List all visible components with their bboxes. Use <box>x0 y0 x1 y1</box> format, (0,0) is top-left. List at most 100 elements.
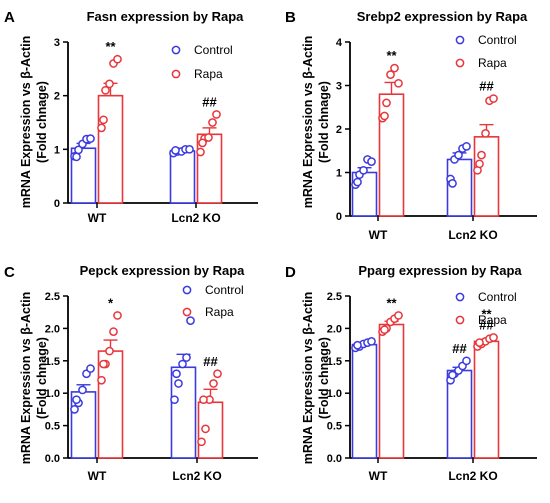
data-point <box>109 327 118 336</box>
y-tick-label: 2.5 <box>45 291 60 303</box>
y-tick-label: 3 <box>336 81 342 93</box>
panel-letter: C <box>4 264 15 281</box>
legend: Control Rapa <box>182 283 244 319</box>
x-category-label: Lcn2 KO <box>448 469 497 483</box>
y-tick-label: 2.5 <box>327 291 342 303</box>
y-tick-label: 1 <box>54 144 60 156</box>
data-point <box>394 311 403 320</box>
y-tick-label: 0 <box>336 211 342 223</box>
data-point <box>170 395 179 405</box>
data-point <box>105 79 114 89</box>
data-point <box>382 98 391 108</box>
y-axis-label-line: mRNA Expression vs β-Actin <box>19 292 33 465</box>
data-point <box>462 356 471 366</box>
data-point <box>70 405 79 414</box>
significance-label: ## <box>203 354 218 369</box>
data-point <box>182 353 191 362</box>
data-point <box>185 144 194 154</box>
significance-label: ** <box>386 48 397 63</box>
data-point <box>196 147 205 157</box>
panel-letter: D <box>285 264 296 281</box>
bar <box>446 158 473 217</box>
y-tick-label: 0.0 <box>45 453 60 465</box>
data-point <box>105 346 114 356</box>
legend-marker <box>455 292 465 302</box>
legend-entry: Rapa <box>194 67 223 81</box>
significance-label: ## <box>479 79 494 94</box>
data-point <box>209 379 218 388</box>
data-point <box>178 359 187 369</box>
bar <box>378 323 405 459</box>
legend: Control Rapa <box>455 290 517 327</box>
y-tick-label: 0.5 <box>45 421 60 433</box>
data-point <box>172 369 181 379</box>
data-point <box>359 165 368 175</box>
significance-label: ** <box>481 306 492 321</box>
y-axis-label-line: mRNA Expression vs β-Actin <box>301 36 315 209</box>
legend-entry: Rapa <box>478 313 507 327</box>
data-point <box>367 157 376 166</box>
data-point <box>394 78 403 88</box>
data-point <box>380 325 389 335</box>
data-point <box>72 395 81 405</box>
chart-title: Pparg expression by Rapa <box>358 263 522 278</box>
legend-entry: Control <box>478 290 517 304</box>
data-point <box>380 111 389 121</box>
data-point <box>86 134 95 143</box>
data-point <box>201 424 210 434</box>
x-category-label: Lcn2 KO <box>172 469 221 483</box>
panel-a: A Fasn expression by Rapa mRNA Expression … <box>4 9 258 225</box>
y-tick-label: 3 <box>54 37 60 49</box>
data-point <box>174 379 183 388</box>
legend-entry: Rapa <box>205 305 234 319</box>
significance-label: ** <box>105 39 116 54</box>
legend: Control Rapa <box>455 33 517 70</box>
data-point <box>213 369 222 379</box>
y-tick-label: 1.5 <box>327 356 342 368</box>
y-axis-label: mRNA Expression vs β-Actin (Fold chnage) <box>301 36 331 209</box>
data-point <box>489 333 498 342</box>
y-tick-label: 1 <box>336 168 342 180</box>
legend-entry: Control <box>478 33 517 47</box>
data-point <box>186 316 195 325</box>
x-category-label: Lcn2 KO <box>448 228 497 242</box>
data-point <box>113 54 122 64</box>
x-category-label: WT <box>88 469 107 483</box>
data-point <box>101 85 110 95</box>
y-axis-label-line: mRNA Expression vs β-Actin <box>19 36 33 209</box>
x-category-label: Lcn2 KO <box>171 211 220 225</box>
y-tick-label: 1.0 <box>327 388 342 400</box>
data-point <box>72 152 81 162</box>
y-tick-label: 1.0 <box>45 388 60 400</box>
data-point <box>97 123 106 133</box>
bar <box>97 350 124 459</box>
data-point <box>475 159 484 169</box>
data-point <box>454 150 463 160</box>
bar <box>473 136 500 217</box>
y-tick-label: 4 <box>336 37 343 49</box>
data-point <box>208 118 217 127</box>
panel-b: B Srebp2 expression by Rapa mRNA Expressio… <box>285 9 537 242</box>
data-point <box>78 385 87 395</box>
significance-label: ** <box>386 295 397 310</box>
data-point <box>204 133 213 142</box>
data-point <box>86 364 95 373</box>
data-point <box>212 110 221 119</box>
x-category-label: WT <box>369 469 388 483</box>
y-tick-label: 2 <box>54 91 60 103</box>
y-axis-label-line: (Fold chnage) <box>35 337 49 419</box>
panel-d: D Pparg expression by Rapa mRNA Expression… <box>285 263 537 483</box>
data-point <box>462 142 471 151</box>
y-axis-label-line: mRNA Expression vs β-Actin <box>301 292 315 465</box>
data-point <box>198 138 207 148</box>
bar <box>97 94 124 204</box>
y-axis-label-line: (Fold chnage) <box>317 81 331 163</box>
panel-c: C Pepck expression by Rapa mRNA Expression… <box>4 263 258 483</box>
data-point <box>99 359 108 369</box>
data-point <box>353 177 362 187</box>
legend-entry: Control <box>194 43 233 57</box>
x-category-label: WT <box>88 211 107 225</box>
legend-entry: Rapa <box>478 56 507 70</box>
legend-marker <box>455 315 465 325</box>
legend: Control Rapa <box>171 43 233 81</box>
